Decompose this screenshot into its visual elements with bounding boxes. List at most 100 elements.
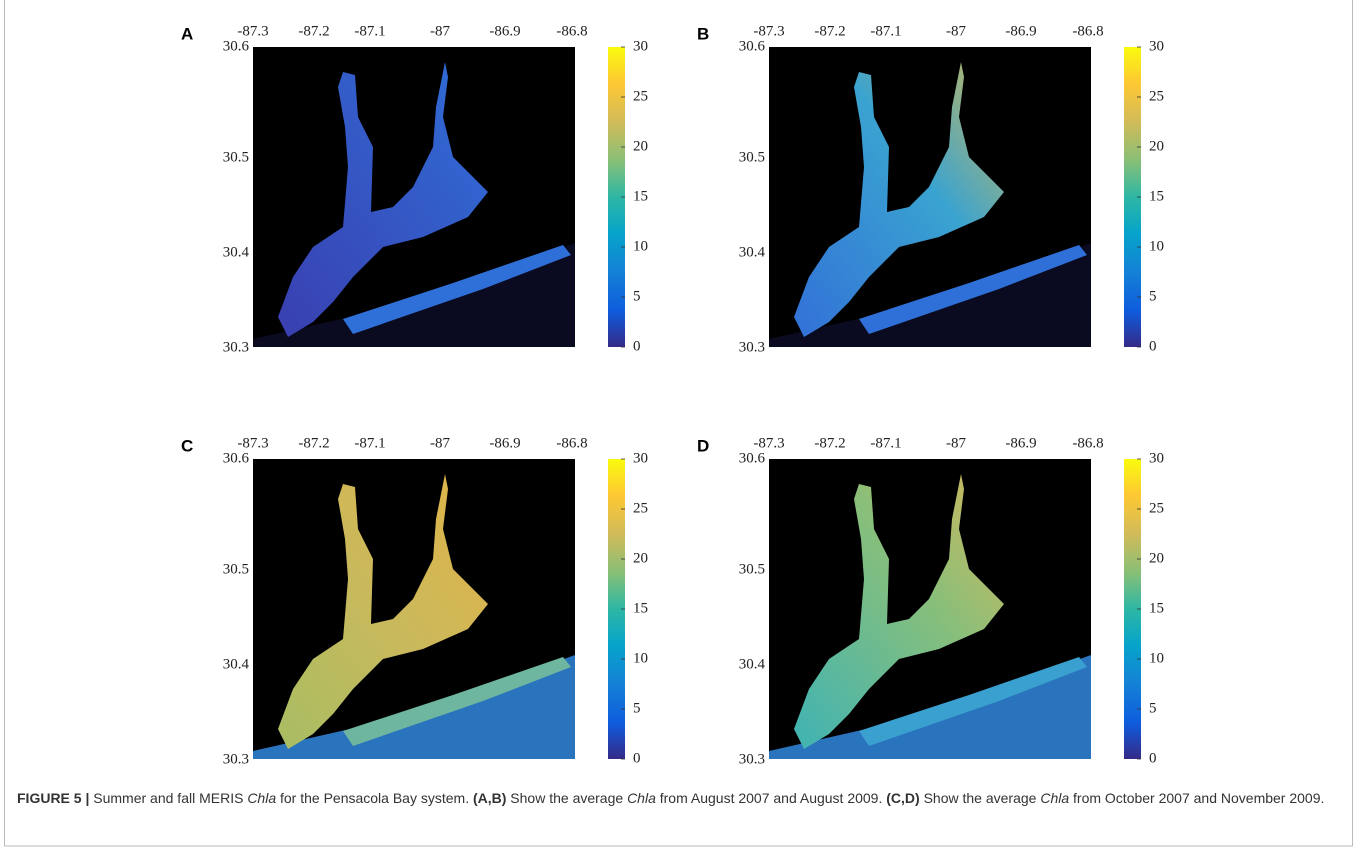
- caption-text: Show the average: [506, 790, 628, 806]
- x-tick-label: -86.8: [556, 23, 587, 39]
- colorbar-tick-label: 20: [1149, 138, 1164, 154]
- x-tick-label: -87.3: [237, 435, 268, 451]
- x-tick-label: -86.9: [1005, 435, 1036, 451]
- island-sound: [859, 245, 1087, 334]
- x-tick-label: -86.8: [1072, 435, 1103, 451]
- x-tick-label: -87.2: [814, 435, 845, 451]
- colorbar-tick-label: 0: [633, 750, 641, 766]
- y-tick-label: 30.4: [223, 656, 250, 672]
- bay: [278, 474, 488, 749]
- x-tick-label: -86.9: [1005, 23, 1036, 39]
- y-tick-label: 30.6: [739, 38, 766, 54]
- colorbar-tick-label: 20: [1149, 550, 1164, 566]
- y-tick-label: 30.4: [739, 244, 766, 260]
- y-tick-label: 30.4: [739, 656, 766, 672]
- caption-text: Chla: [1040, 790, 1070, 806]
- gulf: [253, 655, 575, 759]
- island-sound: [343, 245, 571, 334]
- y-tick-label: 30.3: [739, 339, 765, 355]
- panel-label: C: [181, 436, 193, 455]
- x-tick-label: -87.1: [870, 23, 901, 39]
- colorbar-tick-label: 5: [633, 288, 641, 304]
- colorbar-tick-label: 10: [633, 238, 648, 254]
- colorbar: [1124, 47, 1141, 347]
- colorbar: [608, 459, 625, 759]
- x-tick-label: -87: [430, 23, 450, 39]
- caption-text: Summer and fall MERIS: [89, 790, 248, 806]
- y-tick-label: 30.5: [223, 149, 249, 165]
- colorbar-tick-label: 25: [1149, 88, 1164, 104]
- colorbar-tick-label: 5: [633, 700, 641, 716]
- caption-text: FIGURE 5 |: [17, 790, 90, 806]
- x-tick-label: -86.8: [1072, 23, 1103, 39]
- caption: FIGURE 5 | Summer and fall MERIS Chla fo…: [17, 785, 1342, 811]
- caption-text: (C,D): [886, 790, 920, 806]
- x-tick-label: -87.1: [354, 23, 385, 39]
- y-tick-label: 30.3: [739, 751, 765, 767]
- x-tick-label: -87: [946, 23, 966, 39]
- y-tick-label: 30.6: [223, 38, 250, 54]
- caption-text: Chla: [247, 790, 277, 806]
- colorbar-tick-label: 25: [1149, 500, 1164, 516]
- caption-text: for the Pensacola Bay system.: [276, 790, 473, 806]
- y-tick-label: 30.3: [223, 751, 249, 767]
- gulf: [769, 243, 1091, 347]
- colorbar-tick-label: 0: [1149, 750, 1157, 766]
- x-tick-label: -87.2: [298, 435, 329, 451]
- colorbar-tick-label: 20: [633, 550, 648, 566]
- y-tick-label: 30.3: [223, 339, 249, 355]
- colorbar-tick-label: 30: [633, 450, 648, 466]
- colorbar-tick-label: 10: [633, 650, 648, 666]
- colorbar-tick-label: 25: [633, 500, 648, 516]
- bay: [794, 62, 1004, 337]
- y-tick-label: 30.5: [739, 149, 765, 165]
- y-tick-label: 30.4: [223, 244, 250, 260]
- panel-label: B: [697, 24, 709, 43]
- x-tick-label: -86.9: [489, 435, 520, 451]
- caption-text: (A,B): [472, 790, 507, 806]
- colorbar-tick-label: 0: [633, 338, 641, 354]
- figure-border: [4, 0, 1353, 847]
- y-tick-label: 30.5: [223, 561, 249, 577]
- x-tick-label: -87.1: [354, 435, 385, 451]
- x-tick-label: -87: [946, 435, 966, 451]
- colorbar: [1124, 459, 1141, 759]
- colorbar-tick-label: 10: [1149, 650, 1164, 666]
- panel-label: D: [697, 436, 709, 455]
- y-tick-label: 30.6: [223, 450, 250, 466]
- gulf: [769, 655, 1091, 759]
- y-tick-label: 30.5: [739, 561, 765, 577]
- colorbar-tick-label: 30: [1149, 38, 1164, 54]
- panel-label: A: [181, 24, 193, 43]
- caption-text: Show the average: [919, 790, 1041, 806]
- colorbar-tick-label: 5: [1149, 288, 1157, 304]
- colorbar-tick-label: 10: [1149, 238, 1164, 254]
- x-tick-label: -87.3: [753, 435, 784, 451]
- colorbar-tick-label: 5: [1149, 700, 1157, 716]
- x-tick-label: -87.1: [870, 435, 901, 451]
- x-tick-label: -86.8: [556, 435, 587, 451]
- caption-text: Chla: [627, 790, 656, 806]
- island-sound: [859, 657, 1087, 746]
- colorbar: [608, 47, 625, 347]
- island-sound: [343, 657, 571, 746]
- colorbar-tick-label: 15: [633, 188, 648, 204]
- x-tick-label: -87: [430, 435, 450, 451]
- x-tick-label: -87.2: [298, 23, 329, 39]
- gulf: [253, 243, 575, 347]
- bay: [794, 474, 1004, 749]
- x-tick-label: -87.3: [753, 23, 784, 39]
- colorbar-tick-label: 25: [633, 88, 648, 104]
- caption-text: from August 2007 and August 2009.: [655, 790, 887, 806]
- y-tick-label: 30.6: [739, 450, 766, 466]
- colorbar-tick-label: 15: [1149, 188, 1164, 204]
- colorbar-tick-label: 30: [1149, 450, 1164, 466]
- x-tick-label: -87.3: [237, 23, 268, 39]
- colorbar-tick-label: 20: [633, 138, 648, 154]
- colorbar-tick-label: 30: [633, 38, 648, 54]
- bay: [278, 62, 488, 337]
- caption-text: from October 2007 and November 2009.: [1069, 790, 1325, 806]
- colorbar-tick-label: 15: [633, 600, 648, 616]
